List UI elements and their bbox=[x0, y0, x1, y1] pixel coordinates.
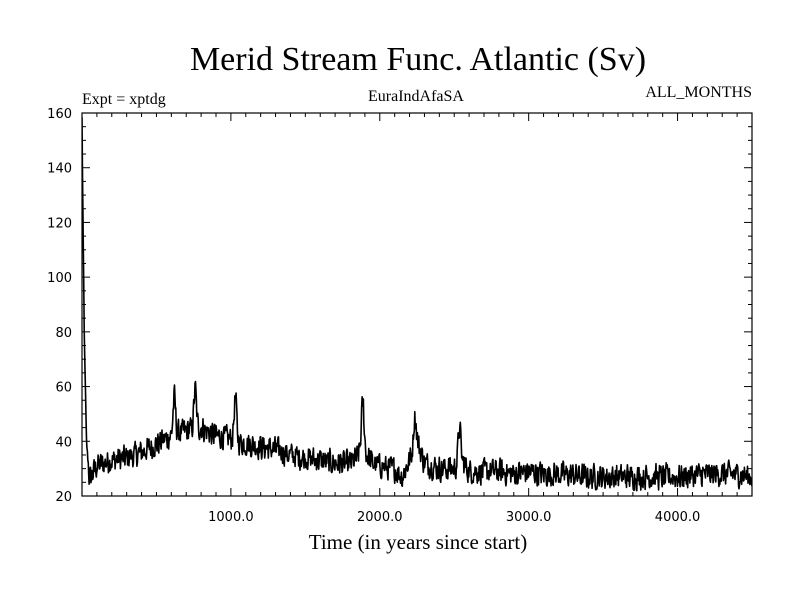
annotation-experiment: Expt = xptdg bbox=[82, 91, 166, 108]
y-tick-label: 140 bbox=[47, 162, 72, 177]
x-axis-tick-labels: 1000.0 2000.0 3000.0 4000.0 bbox=[208, 510, 700, 525]
plot-area bbox=[82, 117, 752, 492]
y-tick-label: 80 bbox=[55, 326, 72, 341]
x-tick-label: 2000.0 bbox=[357, 510, 403, 525]
axis-ticks bbox=[82, 112, 752, 497]
x-axis-label: Time (in years since start) bbox=[309, 530, 528, 554]
annotation-region: EuraIndAfaSA bbox=[368, 88, 464, 105]
y-tick-label: 120 bbox=[47, 216, 72, 231]
chart-title: Merid Stream Func. Atlantic (Sv) bbox=[190, 41, 646, 78]
y-tick-label: 20 bbox=[55, 490, 72, 505]
annotation-months: ALL_MONTHS bbox=[645, 84, 752, 101]
y-tick-label: 160 bbox=[47, 107, 72, 122]
y-tick-label: 100 bbox=[47, 271, 72, 286]
y-axis-tick-labels: 20 40 60 80 100 120 140 160 bbox=[47, 107, 72, 505]
y-tick-label: 40 bbox=[55, 435, 72, 450]
plot-frame bbox=[81, 112, 753, 497]
x-tick-label: 3000.0 bbox=[506, 510, 552, 525]
y-tick-label: 60 bbox=[55, 381, 72, 396]
x-tick-label: 1000.0 bbox=[208, 510, 254, 525]
series-line bbox=[82, 117, 752, 492]
x-tick-label: 4000.0 bbox=[655, 510, 701, 525]
